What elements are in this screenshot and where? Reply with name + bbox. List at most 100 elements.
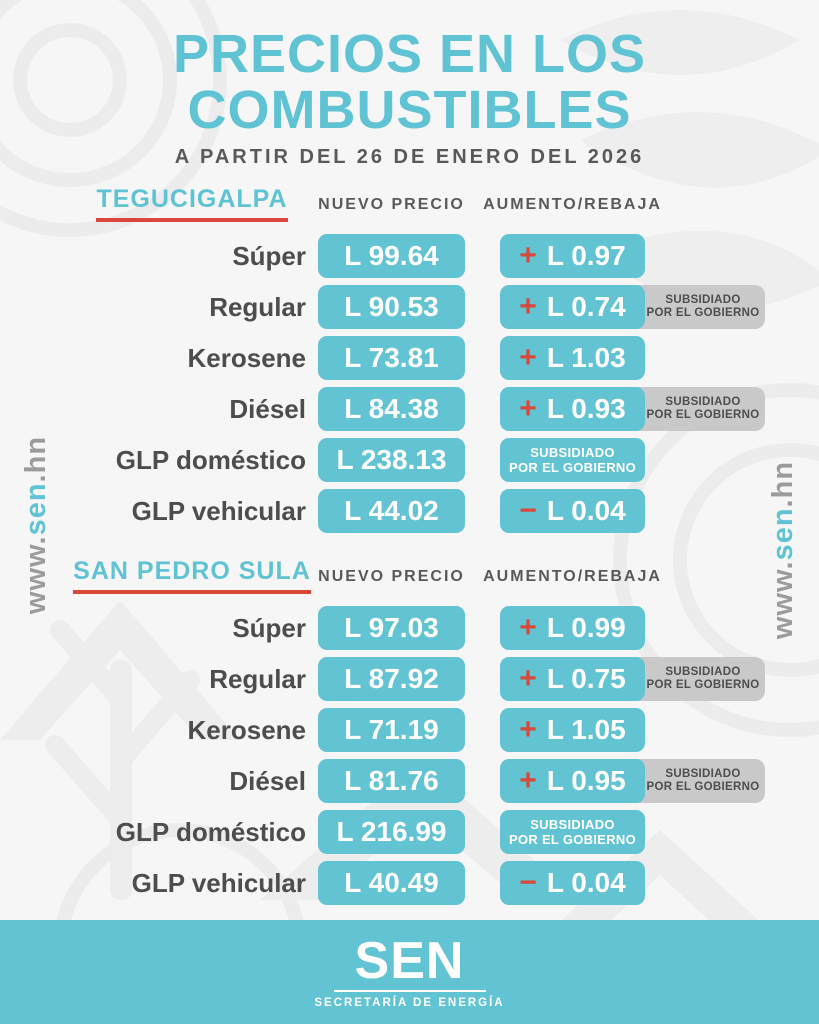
change-value: L 1.03: [546, 342, 626, 374]
change-value: L 0.95: [546, 765, 626, 797]
url-sen: sen: [19, 482, 52, 536]
new-price-box: L 40.49: [318, 861, 465, 906]
change-cell: + L 0.75 SUBSIDIADO POR EL GOBIERNO: [500, 657, 765, 702]
badge-line-2: POR EL GOBIERNO: [646, 409, 760, 422]
badge-line-1: SUBSIDIADO: [665, 665, 741, 678]
fuel-row: GLP vehicular L 44.02 − L 0.04: [66, 489, 819, 534]
fuel-label: Súper: [232, 240, 306, 271]
change-cell: + L 0.93 SUBSIDIADO POR EL GOBIERNO: [500, 387, 765, 432]
badge-line-1: SUBSIDIADO: [665, 767, 741, 780]
site-url-left: www.sen.hn: [16, 397, 56, 653]
change-box: + L 1.05: [500, 708, 645, 753]
change-box: + L 0.74: [500, 285, 645, 330]
subsidy-line-1: SUBSIDIADO: [530, 444, 615, 460]
column-header-change: AUMENTO/REBAJA: [483, 196, 662, 214]
city-name: TEGUCIGALPA: [96, 185, 288, 223]
fuel-label: Regular: [209, 291, 306, 322]
change-box: + L 0.97: [500, 234, 645, 279]
fuel-label: Regular: [209, 663, 306, 694]
fuel-row: Súper L 97.03 + L 0.99: [66, 606, 819, 651]
subsidy-box: SUBSIDIADO POR EL GOBIERNO: [500, 438, 645, 483]
fuel-row: Diésel L 81.76 + L 0.95 SUBSIDIADO POR E…: [66, 759, 819, 804]
change-value: L 0.75: [546, 663, 626, 695]
change-value: L 0.04: [546, 495, 626, 527]
change-box: + L 0.75: [500, 657, 645, 702]
new-price-box: L 81.76: [318, 759, 465, 804]
url-www: www.: [19, 535, 52, 615]
badge-line-2: POR EL GOBIERNO: [646, 679, 760, 692]
change-sign-icon: +: [519, 713, 537, 747]
change-sign-icon: +: [519, 341, 537, 375]
change-box: + L 0.95: [500, 759, 645, 804]
subsidized-badge: SUBSIDIADO POR EL GOBIERNO: [633, 657, 765, 702]
fuel-label: GLP vehicular: [131, 867, 306, 898]
change-cell: − L 0.04: [500, 489, 645, 534]
section-tegucigalpa: TEGUCIGALPA NUEVO PRECIO AUMENTO/REBAJA …: [0, 185, 819, 534]
change-box: − L 0.04: [500, 861, 645, 906]
change-sign-icon: +: [519, 290, 537, 324]
section-header: SAN PEDRO SULA NUEVO PRECIO AUMENTO/REBA…: [66, 557, 819, 595]
footer-divider: [333, 990, 486, 992]
fuel-row: Regular L 90.53 + L 0.74 SUBSIDIADO POR …: [66, 285, 819, 330]
fuel-label: Diésel: [229, 765, 306, 796]
subsidy-line-1: SUBSIDIADO: [530, 816, 615, 832]
sen-logo: SEN: [354, 932, 465, 990]
badge-line-2: POR EL GOBIERNO: [646, 781, 760, 794]
fuel-label: GLP vehicular: [131, 495, 306, 526]
new-price-box: L 216.99: [318, 810, 465, 855]
header: PRECIOS EN LOS COMBUSTIBLES A PARTIR DEL…: [0, 0, 819, 169]
fuel-label: Súper: [232, 612, 306, 643]
url-www: www.: [766, 560, 799, 640]
new-price-box: L 84.38: [318, 387, 465, 432]
subsidized-badge: SUBSIDIADO POR EL GOBIERNO: [633, 759, 765, 804]
change-cell: + L 1.03: [500, 336, 645, 381]
fuel-label: GLP doméstico: [115, 816, 306, 847]
url-sen: sen: [766, 507, 799, 561]
footer: SEN SECRETARÍA DE ENERGÍA: [0, 920, 819, 1024]
section-header: TEGUCIGALPA NUEVO PRECIO AUMENTO/REBAJA: [66, 185, 819, 223]
badge-line-1: SUBSIDIADO: [665, 395, 741, 408]
fuel-row: GLP vehicular L 40.49 − L 0.04: [66, 861, 819, 906]
page-title: PRECIOS EN LOS COMBUSTIBLES: [0, 26, 819, 138]
site-url-right: www.sen.hn: [763, 422, 803, 678]
subsidy-box: SUBSIDIADO POR EL GOBIERNO: [500, 810, 645, 855]
new-price-box: L 44.02: [318, 489, 465, 534]
change-sign-icon: −: [519, 866, 537, 900]
effective-date-subtitle: A PARTIR DEL 26 DE ENERO DEL 2026: [174, 146, 645, 169]
fuel-row: Súper L 99.64 + L 0.97: [66, 234, 819, 279]
change-cell: + L 0.97: [500, 234, 645, 279]
badge-line-2: POR EL GOBIERNO: [646, 307, 760, 320]
fuel-row: Diésel L 84.38 + L 0.93 SUBSIDIADO POR E…: [66, 387, 819, 432]
badge-line-1: SUBSIDIADO: [665, 293, 741, 306]
title-line-1: PRECIOS EN LOS: [172, 24, 647, 84]
new-price-box: L 73.81: [318, 336, 465, 381]
change-box: − L 0.04: [500, 489, 645, 534]
change-cell: + L 1.05: [500, 708, 645, 753]
change-sign-icon: +: [519, 764, 537, 798]
column-header-new-price: NUEVO PRECIO: [318, 568, 465, 586]
rows-tegucigalpa: Súper L 99.64 + L 0.97 Regular L 90.53 +…: [66, 234, 819, 534]
change-box: + L 0.99: [500, 606, 645, 651]
new-price-box: L 238.13: [318, 438, 465, 483]
new-price-box: L 87.92: [318, 657, 465, 702]
fuel-label: Kerosene: [187, 342, 307, 373]
fuel-label: GLP doméstico: [115, 444, 306, 475]
fuel-label: Diésel: [229, 393, 306, 424]
change-cell: − L 0.04: [500, 861, 645, 906]
change-sign-icon: +: [519, 662, 537, 696]
change-box: + L 1.03: [500, 336, 645, 381]
fuel-row: Kerosene L 73.81 + L 1.03: [66, 336, 819, 381]
change-cell: + L 0.95 SUBSIDIADO POR EL GOBIERNO: [500, 759, 765, 804]
city-name: SAN PEDRO SULA: [73, 557, 311, 595]
subsidy-line-2: POR EL GOBIERNO: [508, 460, 637, 476]
new-price-box: L 99.64: [318, 234, 465, 279]
new-price-box: L 71.19: [318, 708, 465, 753]
new-price-box: L 90.53: [318, 285, 465, 330]
rows-san-pedro-sula: Súper L 97.03 + L 0.99 Regular L 87.92 +…: [66, 606, 819, 906]
change-value: L 0.97: [546, 240, 626, 272]
fuel-row: Kerosene L 71.19 + L 1.05: [66, 708, 819, 753]
subsidized-badge: SUBSIDIADO POR EL GOBIERNO: [633, 285, 765, 330]
fuel-label: Kerosene: [187, 714, 307, 745]
change-sign-icon: +: [519, 392, 537, 426]
